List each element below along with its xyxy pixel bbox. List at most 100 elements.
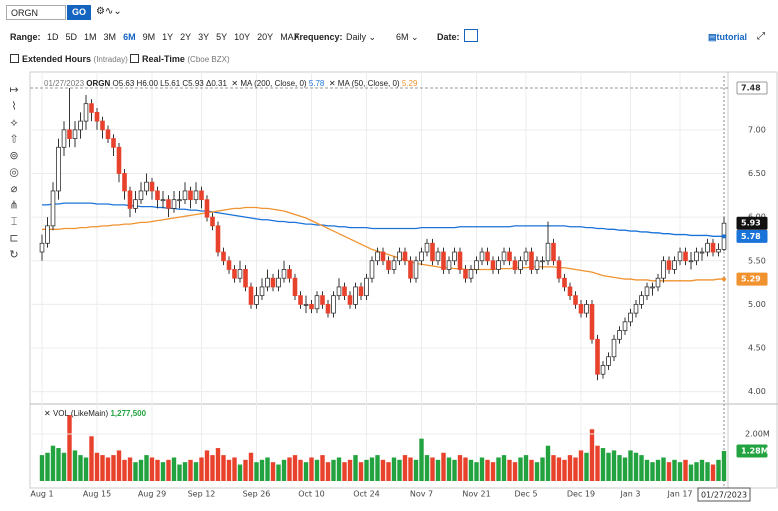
candle-body <box>210 216 215 227</box>
range-option[interactable]: 3M <box>103 32 117 42</box>
candle-body <box>331 295 336 314</box>
volume-legend: ✕ VOL (LikeMain) 1,277,500 <box>44 409 147 418</box>
tool-icon[interactable]: ⊚ <box>9 149 18 162</box>
fullscreen-icon[interactable]: ⤢ <box>757 31 765 42</box>
volume-bar <box>463 457 468 481</box>
candle-body <box>149 181 155 192</box>
candle-body <box>243 269 248 288</box>
volume-bar <box>402 455 408 481</box>
candle-body <box>204 199 210 218</box>
x-tick-label: Nov 21 <box>462 490 490 499</box>
volume-bar <box>622 457 628 481</box>
candle-body <box>677 251 683 262</box>
volume-bar <box>490 462 496 481</box>
range-option[interactable]: 9M <box>142 32 156 42</box>
candle-body <box>424 242 430 253</box>
tool-icon[interactable]: ⌶ <box>11 215 18 228</box>
x-tick-label: Nov 7 <box>410 490 433 499</box>
candle-body <box>309 303 314 310</box>
legend-close-x[interactable]: ✕ <box>231 79 239 88</box>
candle-body <box>529 251 534 270</box>
tutorial-link[interactable]: ▤tutorial <box>708 32 748 42</box>
volume-bar <box>331 459 336 481</box>
symbol-input[interactable]: ORGN <box>6 5 66 20</box>
tool-icon[interactable]: ↻ <box>9 248 18 261</box>
volume-bar <box>78 455 83 481</box>
period-value: 6M <box>396 32 409 42</box>
range-option[interactable]: 1Y <box>162 32 174 42</box>
candle-body <box>606 356 611 366</box>
volume-bar <box>94 452 100 481</box>
candle-body <box>254 295 259 305</box>
candle-body <box>386 260 391 270</box>
go-button[interactable]: GO <box>67 5 91 20</box>
legend-close-x[interactable]: ✕ <box>328 79 336 88</box>
calendar-button[interactable] <box>464 29 478 42</box>
tool-icon[interactable]: ⊏ <box>9 232 18 245</box>
volume-bar <box>45 452 50 481</box>
volume-bar <box>320 455 325 481</box>
volume-bar <box>633 452 639 481</box>
candle-body <box>705 242 710 253</box>
tool-icon[interactable]: ⌇ <box>11 100 16 113</box>
tool-icon[interactable]: ⌀ <box>11 182 18 195</box>
range-option[interactable]: 1D <box>47 32 59 42</box>
candle-body <box>83 103 89 122</box>
volume-bar <box>56 448 61 481</box>
candle-body <box>342 286 347 297</box>
candle-body <box>435 251 441 262</box>
volume-bar <box>210 455 215 481</box>
range-option[interactable]: 5Y <box>216 32 228 42</box>
tool-icon[interactable]: ⇧ <box>9 133 18 146</box>
range-option[interactable]: 6M <box>123 32 136 42</box>
period-select[interactable]: 6M ⌄ <box>396 32 419 42</box>
candle-body <box>215 225 221 253</box>
range-option[interactable]: 10Y <box>234 32 251 42</box>
volume-bar <box>243 459 248 481</box>
extended-hours[interactable]: Extended Hours (Intraday) <box>10 54 128 64</box>
candle-body <box>419 251 424 262</box>
date-flag <box>697 487 751 502</box>
candle-body <box>562 277 567 288</box>
date-flag-text: 01/27/2023 <box>701 491 747 500</box>
candle-body <box>556 260 562 279</box>
candle-body <box>611 338 617 358</box>
candle-body <box>72 129 78 139</box>
tool-icon[interactable]: ◎ <box>9 166 19 179</box>
volume-bar <box>111 455 116 481</box>
range-option[interactable]: 2Y <box>180 32 192 42</box>
range-option[interactable]: 5D <box>65 32 78 42</box>
compare-icon[interactable]: ⚙∿⌄ <box>96 6 122 17</box>
tool-icon[interactable]: ⟡ <box>10 116 17 129</box>
frequency-select[interactable]: Daily ⌄ <box>346 32 377 42</box>
volume-bar <box>413 459 419 481</box>
candle-body <box>144 181 149 192</box>
candle-body <box>490 260 496 270</box>
volume-bar <box>419 438 424 481</box>
candle-body <box>716 249 721 253</box>
range-option[interactable]: 3Y <box>198 32 210 42</box>
candle-body <box>298 295 303 305</box>
tool-icon[interactable]: ⋔ <box>9 199 18 212</box>
real-time[interactable]: Real-Time (Cboe BZX) <box>130 54 230 64</box>
candle-body <box>694 251 699 262</box>
volume-bar <box>259 459 265 481</box>
volume-bar <box>336 457 342 481</box>
volume-bar <box>276 464 281 481</box>
volume-bar <box>551 455 556 481</box>
range-option[interactable]: 20Y <box>257 32 274 42</box>
candle-body <box>347 295 353 305</box>
range-option[interactable]: MAX <box>280 32 300 42</box>
volume-bar <box>430 457 435 481</box>
range-option[interactable]: 1M <box>84 32 97 42</box>
candle-body <box>380 251 386 262</box>
candle-body <box>633 303 639 314</box>
volume-bar <box>699 459 705 481</box>
volume-bar <box>611 450 617 481</box>
volume-bar <box>435 459 441 481</box>
volume-bar <box>226 459 232 481</box>
volume-bar <box>606 452 611 481</box>
tool-icon[interactable]: ↦ <box>9 83 18 96</box>
volume-bar <box>446 457 452 481</box>
volume-bar <box>347 459 353 481</box>
